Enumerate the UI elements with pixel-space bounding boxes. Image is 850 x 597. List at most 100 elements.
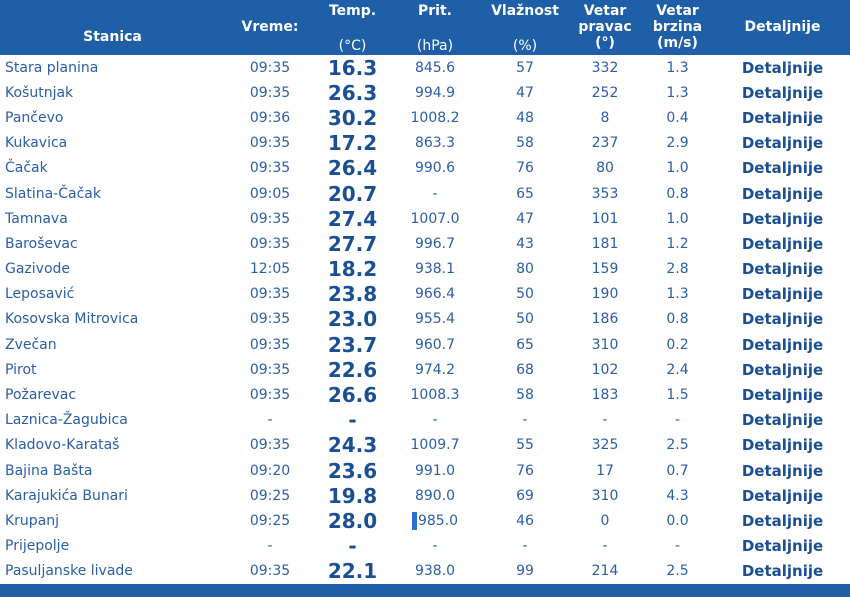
reading-time: 09:35 (225, 433, 315, 458)
humidity-value-text: - (522, 538, 528, 555)
reading-time-text: 09:25 (249, 512, 291, 529)
temperature-value: 20.7 (315, 181, 390, 206)
reading-time: 09:35 (225, 156, 315, 181)
station-name-text: Slatina-Čačak (5, 185, 101, 202)
details-link[interactable]: Detaljnije (715, 55, 850, 80)
wind-direction-value-text: 237 (591, 135, 619, 152)
details-link-text[interactable]: Detaljnije (741, 537, 824, 556)
pressure-value-text: - (432, 185, 438, 202)
details-link-text[interactable]: Detaljnije (741, 386, 824, 405)
temperature-value: - (315, 534, 390, 559)
wind-speed-value-text: 0.8 (666, 185, 689, 202)
header-time[interactable]: Vreme: (241, 19, 299, 35)
details-link[interactable]: Detaljnije (715, 156, 850, 181)
details-link[interactable]: Detaljnije (715, 458, 850, 483)
wind-direction-value: 159 (570, 257, 640, 282)
wind-speed-value: 2.5 (640, 559, 715, 584)
table-row: Leposavić 09:35 23.8 966.4 50 190 1.3 Detaljnij… (0, 282, 850, 307)
details-link-text[interactable]: Detaljnije (741, 209, 824, 228)
station-name-text: Leposavić (5, 286, 75, 303)
table-row: Laznica-Žagubica - - - - - - Detaljnije (0, 408, 850, 433)
station-name: Bajina Bašta (0, 458, 225, 483)
details-link[interactable]: Detaljnije (715, 181, 850, 206)
humidity-value-text: 43 (516, 235, 534, 252)
station-name: Kladovo-Karataš (0, 433, 225, 458)
header-pressure[interactable]: Prit. (hPa) (416, 3, 454, 54)
humidity-value-text: 57 (516, 59, 534, 76)
reading-time: 09:05 (225, 181, 315, 206)
details-link[interactable]: Detaljnije (715, 80, 850, 105)
details-link-text[interactable]: Detaljnije (741, 184, 824, 203)
details-link-text[interactable]: Detaljnije (741, 58, 824, 77)
details-link-text[interactable]: Detaljnije (741, 511, 824, 530)
details-link-text[interactable]: Detaljnije (741, 335, 824, 354)
details-link[interactable]: Detaljnije (715, 231, 850, 256)
details-link[interactable]: Detaljnije (715, 206, 850, 231)
details-link[interactable]: Detaljnije (715, 382, 850, 407)
details-link[interactable]: Detaljnije (715, 257, 850, 282)
temperature-value: 26.4 (315, 156, 390, 181)
table-row: Pasuljanske livade 09:35 22.1 938.0 99 214 2.5… (0, 559, 850, 584)
details-link-text[interactable]: Detaljnije (741, 436, 824, 455)
details-link[interactable]: Detaljnije (715, 131, 850, 156)
wind-direction-value-text: 353 (591, 185, 619, 202)
humidity-value: 57 (480, 55, 570, 80)
header-wind-direction[interactable]: Vetar pravac (°) (578, 3, 632, 51)
details-link[interactable]: Detaljnije (715, 357, 850, 382)
reading-time: 09:35 (225, 282, 315, 307)
details-link-text[interactable]: Detaljnije (741, 360, 824, 379)
details-link[interactable]: Detaljnije (715, 433, 850, 458)
temperature-value: 23.8 (315, 282, 390, 307)
header-station[interactable]: Stanica (83, 29, 142, 45)
details-link[interactable]: Detaljnije (715, 332, 850, 357)
table-row: Požarevac 09:35 26.6 1008.3 58 183 1.5 Detaljni… (0, 382, 850, 407)
wind-speed-value-text: 1.2 (666, 235, 689, 252)
wind-direction-value: 8 (570, 105, 640, 130)
humidity-value: 68 (480, 357, 570, 382)
details-link-text[interactable]: Detaljnije (741, 310, 824, 329)
station-name: Zvečan (0, 332, 225, 357)
details-link-text[interactable]: Detaljnije (741, 83, 824, 102)
temperature-value: 23.7 (315, 332, 390, 357)
details-link-text[interactable]: Detaljnije (741, 486, 824, 505)
pressure-value-text: 1007.0 (410, 210, 460, 227)
details-link[interactable]: Detaljnije (715, 282, 850, 307)
details-link-text[interactable]: Detaljnije (741, 134, 824, 153)
reading-time: 09:35 (225, 332, 315, 357)
wind-speed-value: 0.8 (640, 307, 715, 332)
details-link[interactable]: Detaljnije (715, 105, 850, 130)
humidity-value: 47 (480, 206, 570, 231)
details-link-text[interactable]: Detaljnije (741, 159, 824, 178)
temperature-value-text: 22.1 (327, 559, 378, 584)
details-link[interactable]: Detaljnije (715, 307, 850, 332)
header-wind-speed[interactable]: Vetar brzina (m/s) (652, 3, 703, 51)
header-humidity[interactable]: Vlažnost (%) (491, 3, 559, 54)
details-link-text[interactable]: Detaljnije (741, 285, 824, 304)
wind-direction-value: 214 (570, 559, 640, 584)
details-link-text[interactable]: Detaljnije (741, 411, 824, 430)
reading-time-text: 09:35 (249, 336, 291, 353)
details-link-text[interactable]: Detaljnije (741, 260, 824, 279)
details-link[interactable]: Detaljnije (715, 408, 850, 433)
reading-time-text: 09:25 (249, 487, 291, 504)
pressure-value: 960.7 (390, 332, 480, 357)
temperature-value: 17.2 (315, 131, 390, 156)
temperature-value-text: 17.2 (327, 131, 378, 156)
details-link-text[interactable]: Detaljnije (741, 562, 824, 581)
wind-direction-value: 181 (570, 231, 640, 256)
details-link[interactable]: Detaljnije (715, 534, 850, 559)
reading-time-text: - (267, 412, 273, 429)
temperature-value-text: 19.8 (327, 483, 378, 508)
temperature-value-text: 18.2 (327, 257, 378, 282)
header-temperature[interactable]: Temp. (°C) (328, 3, 377, 54)
reading-time: 09:20 (225, 458, 315, 483)
details-link-text[interactable]: Detaljnije (741, 108, 824, 127)
details-link[interactable]: Detaljnije (715, 483, 850, 508)
details-link[interactable]: Detaljnije (715, 559, 850, 584)
details-link-text[interactable]: Detaljnije (741, 461, 824, 480)
wind-speed-value: 1.5 (640, 382, 715, 407)
wind-speed-value: 2.4 (640, 357, 715, 382)
details-link[interactable]: Detaljnije (715, 508, 850, 533)
details-link-text[interactable]: Detaljnije (741, 234, 824, 253)
temperature-value-text: 20.7 (327, 181, 378, 206)
